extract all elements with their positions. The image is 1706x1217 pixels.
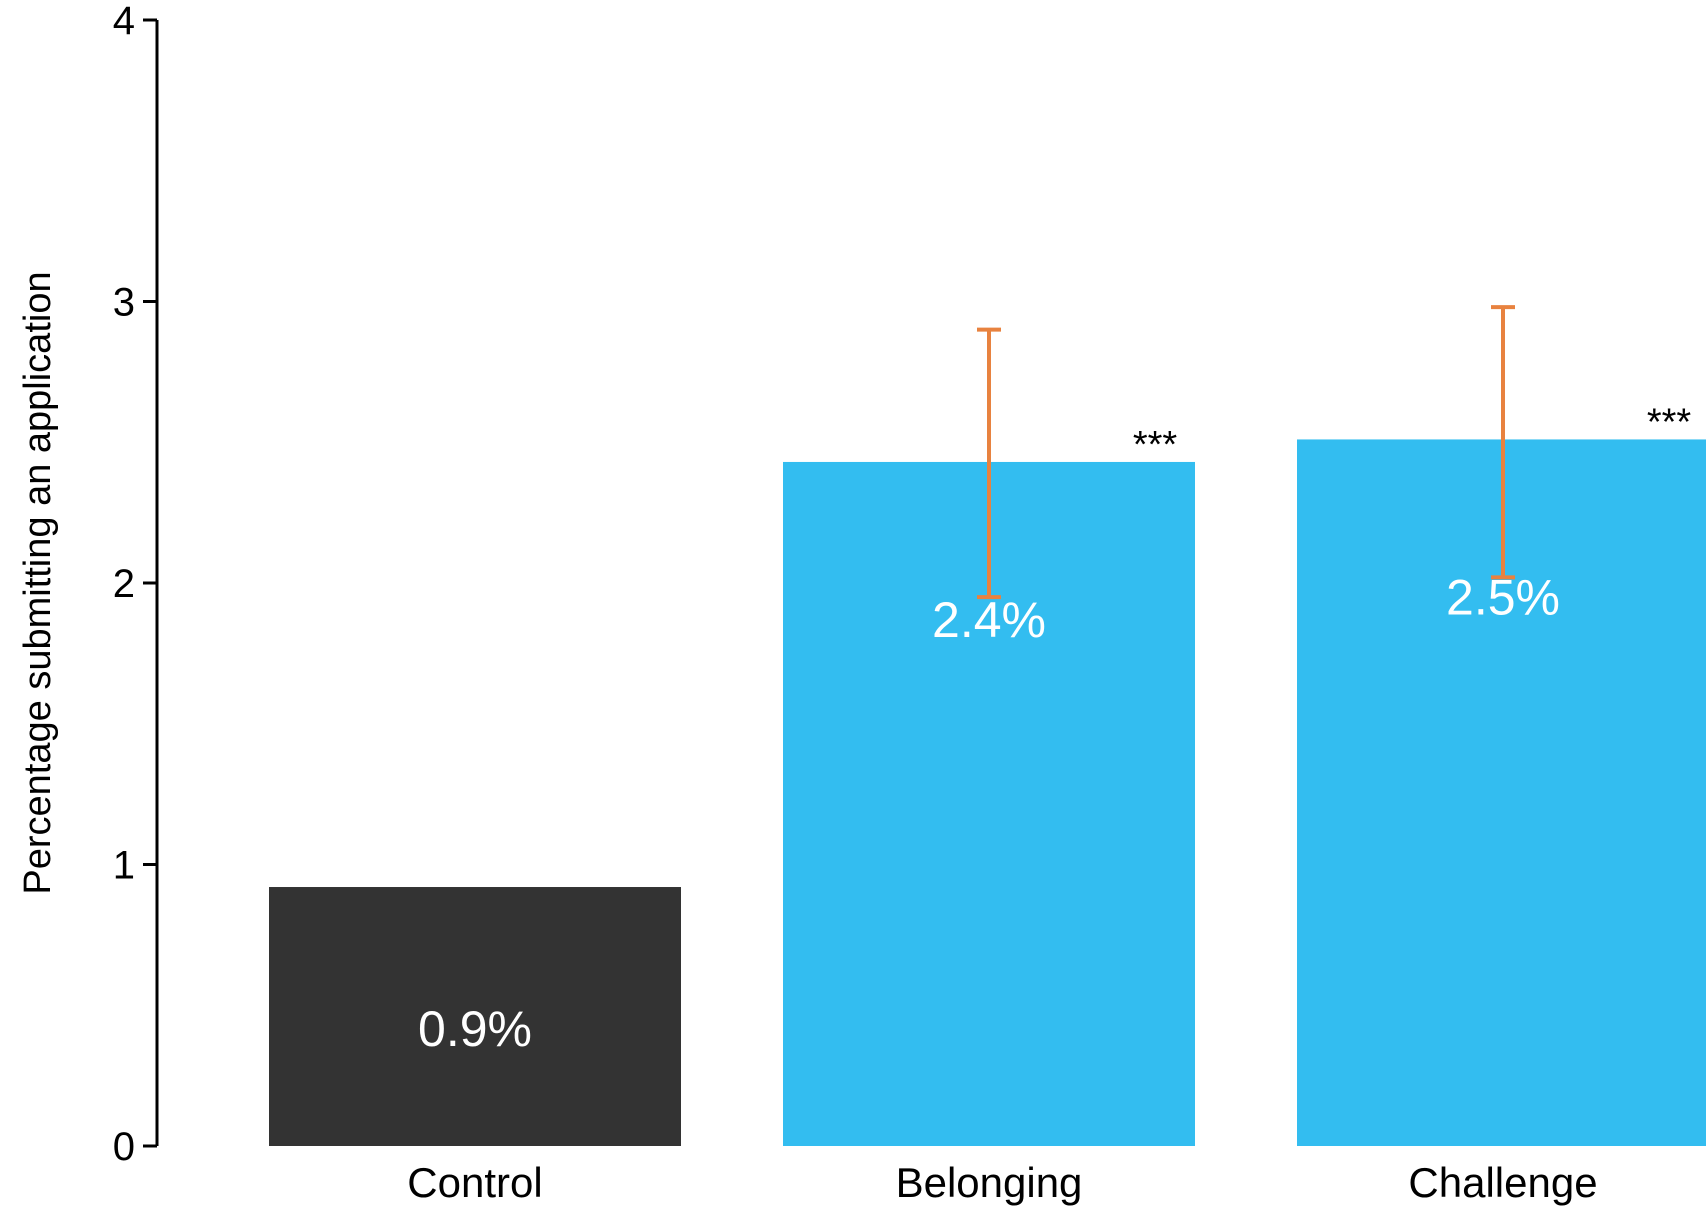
bar-value-label: 2.5% xyxy=(1446,569,1560,625)
x-axis-categories: Control Belonging Challenge xyxy=(407,1159,1597,1206)
bar-value-label: 2.4% xyxy=(932,592,1046,648)
error-bar-belonging xyxy=(977,327,1001,600)
significance-marker: *** xyxy=(1647,401,1692,443)
x-category-label: Challenge xyxy=(1408,1159,1597,1206)
y-tick-label: 4 xyxy=(113,0,135,43)
y-axis-title: Percentage submitting an application xyxy=(17,271,59,894)
error-bars xyxy=(977,305,1515,600)
y-tick-label: 3 xyxy=(113,281,135,325)
x-category-label: Control xyxy=(407,1159,542,1206)
y-axis-ticks: 0 1 2 3 4 xyxy=(113,0,157,1169)
bar-value-label: 0.9% xyxy=(418,1001,532,1057)
significance-markers: *** *** xyxy=(1133,401,1692,466)
y-tick-label: 1 xyxy=(113,844,135,888)
error-bar-challenge xyxy=(1491,305,1515,580)
x-category-label: Belonging xyxy=(896,1159,1083,1206)
bar-labels: 0.9% 2.4% 2.5% xyxy=(418,569,1560,1057)
bar-control xyxy=(269,887,681,1146)
y-tick-label: 2 xyxy=(113,562,135,606)
y-tick-label: 0 xyxy=(113,1125,135,1169)
significance-marker: *** xyxy=(1133,424,1178,466)
